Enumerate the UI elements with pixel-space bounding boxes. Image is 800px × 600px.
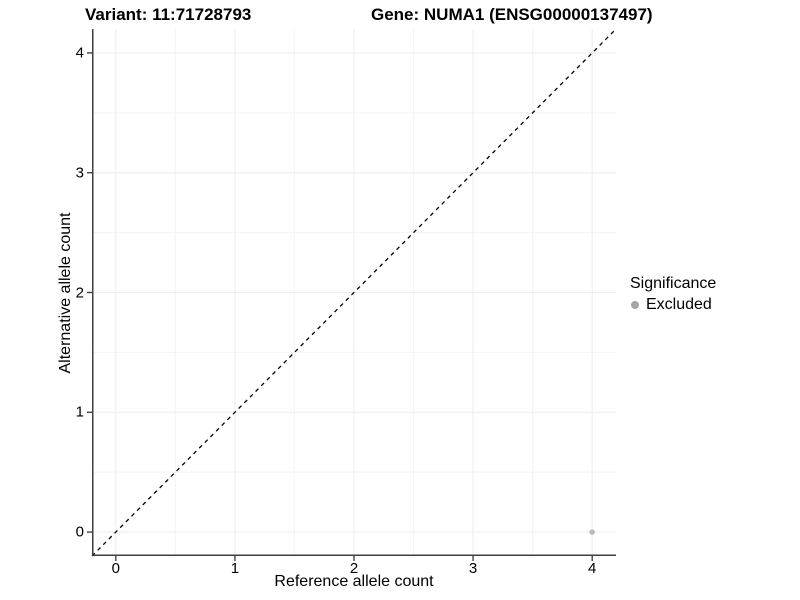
data-point	[589, 529, 595, 535]
legend-dot-icon	[631, 301, 639, 309]
legend-item-label: Excluded	[646, 296, 712, 313]
legend-title: Significance	[630, 275, 717, 292]
x-tick-label: 2	[349, 560, 359, 577]
y-tick-label: 4	[75, 44, 84, 62]
y-axis-title: Alternative allele count	[57, 212, 74, 374]
x-tick-label: 4	[588, 560, 597, 577]
plot-panel	[87, 28, 617, 561]
plot-title-gene: Gene: NUMA1 (ENSG00000137497)	[371, 5, 653, 24]
x-axis-title: Reference allele count	[274, 573, 434, 590]
y-tick-label: 0	[75, 523, 84, 541]
legend-item-excluded[interactable]: Excluded	[630, 295, 716, 315]
y-tick-label: 2	[75, 284, 84, 301]
legend: Significance Excluded	[630, 274, 716, 315]
y-tick-label: 1	[75, 403, 84, 421]
identity-line	[91, 28, 617, 557]
y-tick-label: 3	[75, 164, 84, 182]
plot-title-variant: Variant: 11:71728793	[85, 5, 252, 24]
x-tick-label: 0	[111, 560, 120, 577]
plot-canvas	[87, 28, 617, 561]
x-tick-label: 1	[230, 560, 240, 577]
x-tick-label: 3	[468, 560, 478, 577]
